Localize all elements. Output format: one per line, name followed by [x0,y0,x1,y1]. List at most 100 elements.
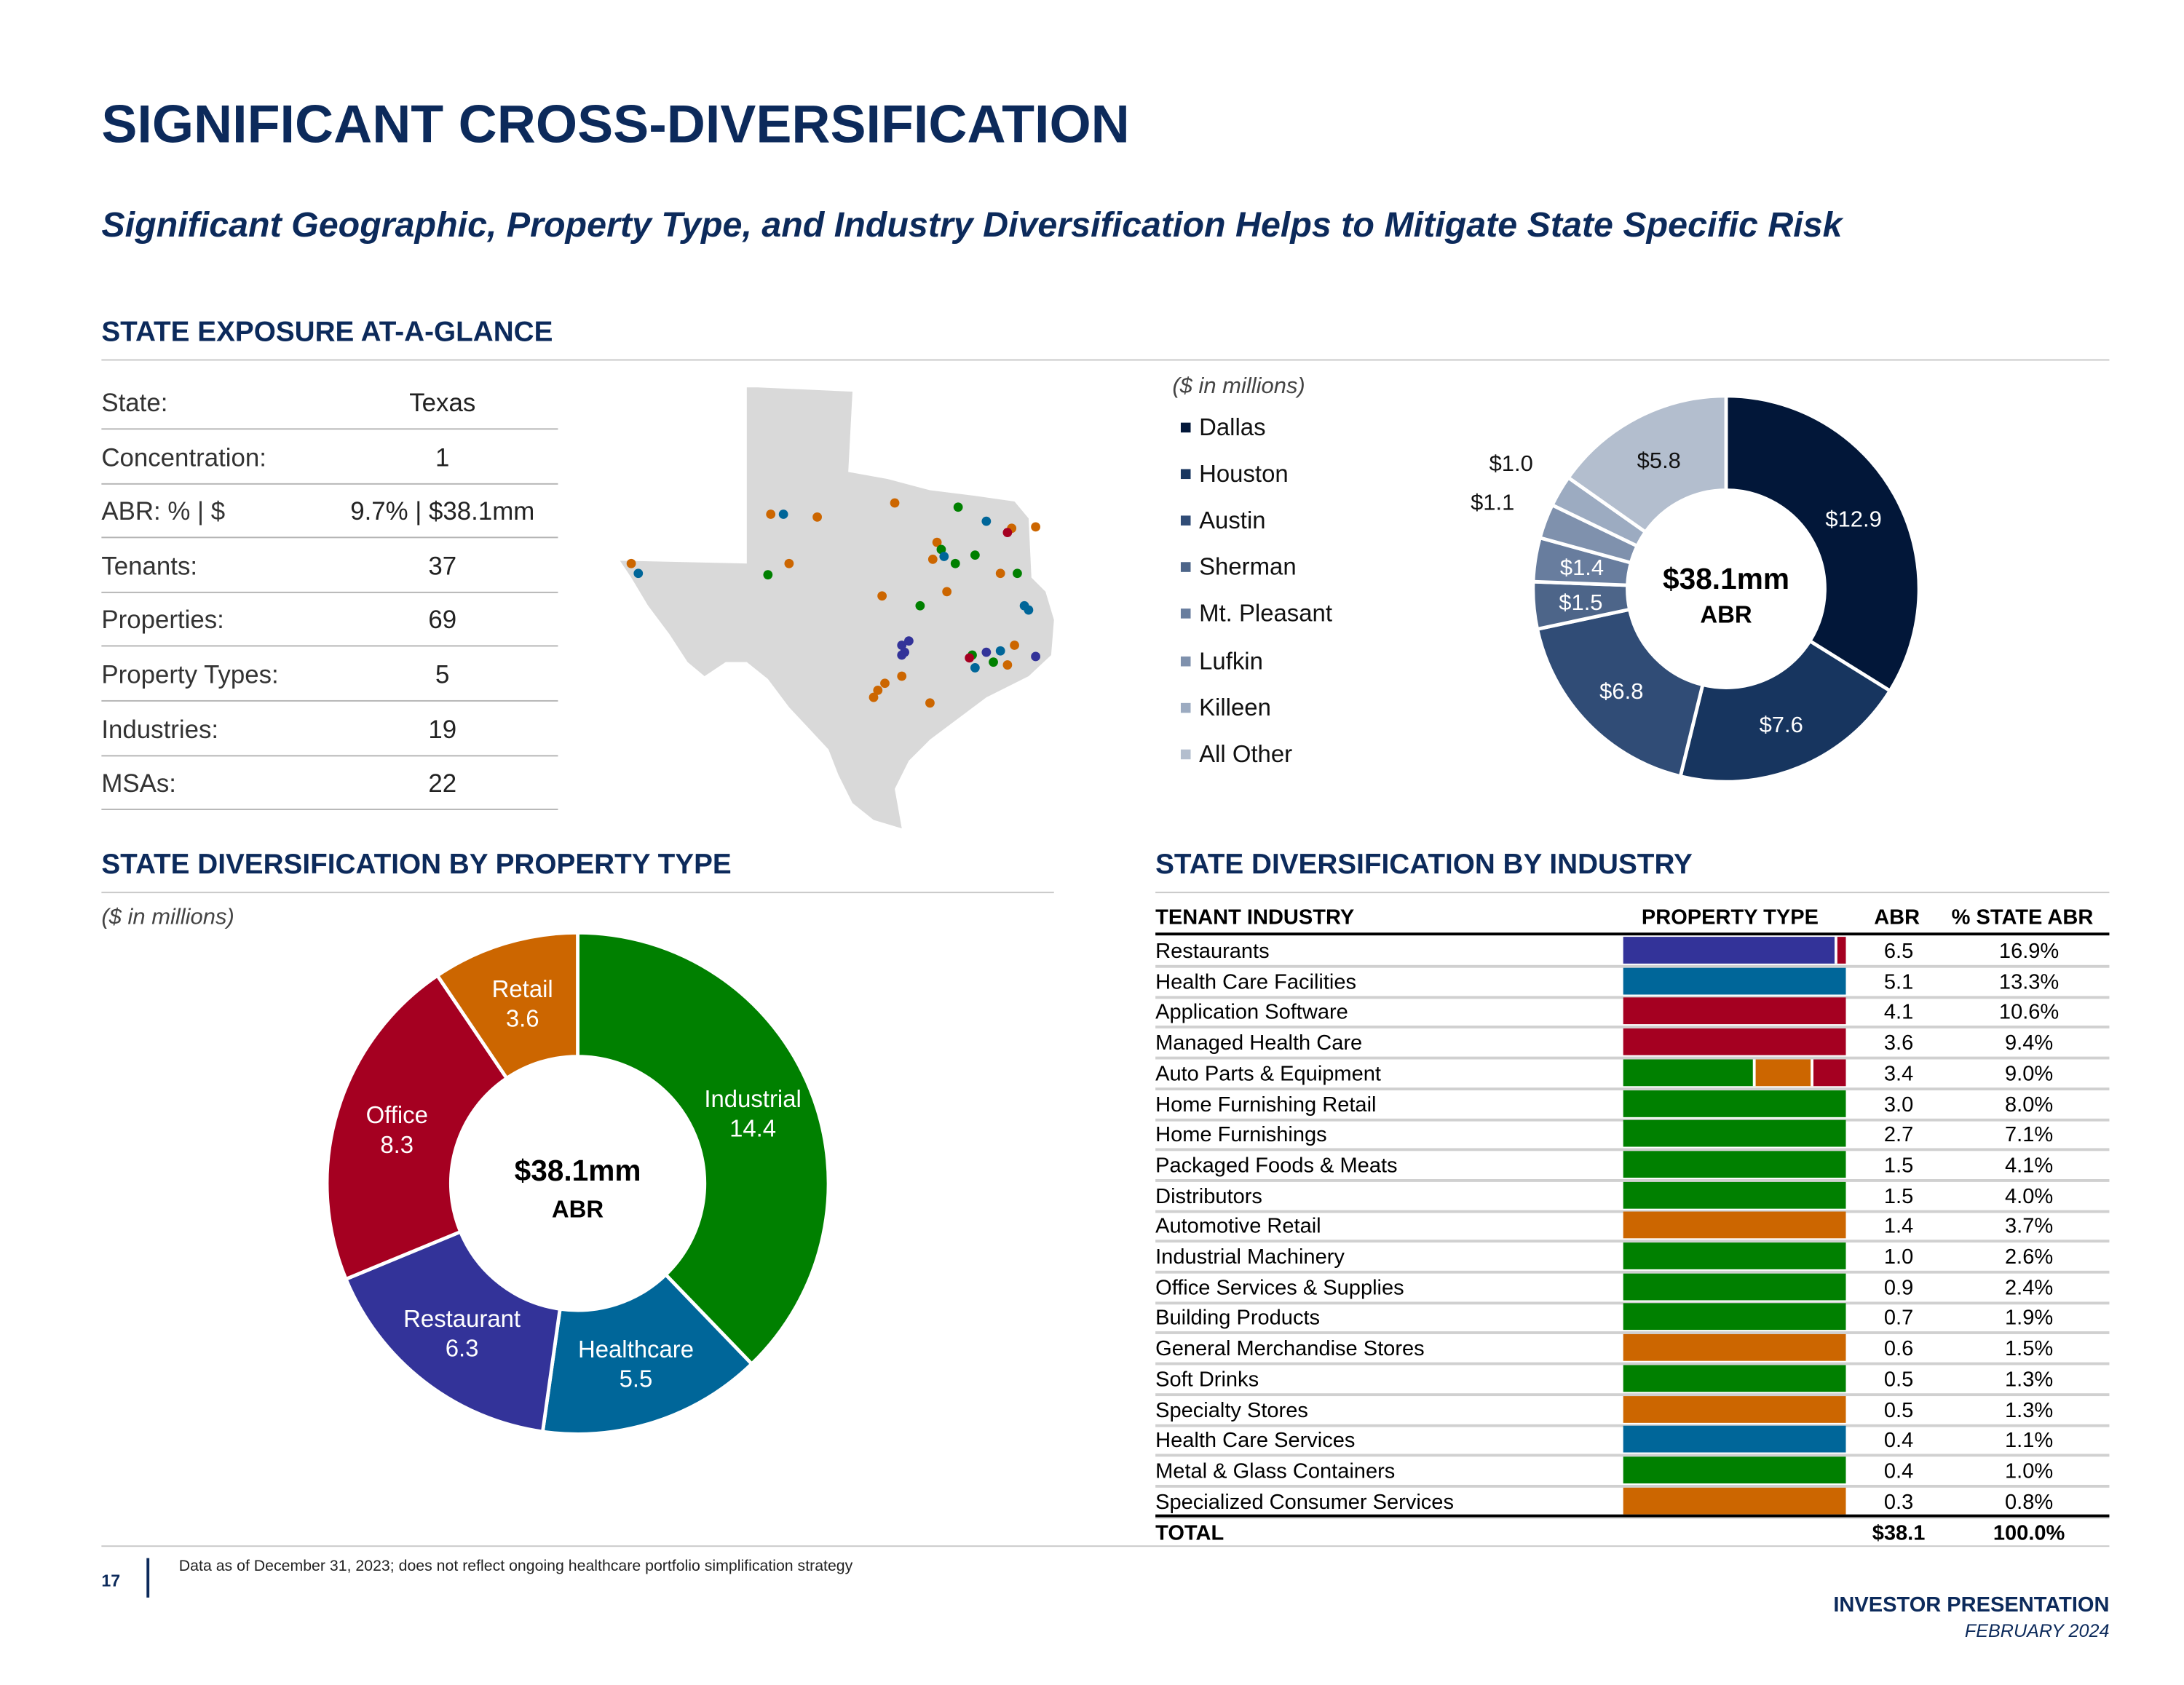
property-marker [995,646,1005,656]
industry-pct: 3.7% [2005,1214,2054,1239]
exposure-value: 22 [428,769,457,798]
slice-all-other [1565,394,1728,535]
industry-row: General Merchandise Stores 0.6 1.5% [1155,1333,2110,1365]
property-marker [880,678,890,689]
industry-pct: 8.0% [2005,1092,2054,1117]
slice-value-label: $1.4 [1560,555,1604,580]
total-label: TOTAL [1155,1521,1224,1546]
industry-row: Building Products 0.7 1.9% [1155,1302,2110,1335]
property-type-bar [1623,998,1846,1025]
bar-segment-industrial [1623,1456,1846,1483]
industry-name: Distributors [1155,1184,1262,1208]
slice-industrial [576,930,831,1367]
industry-abr: 0.5 [1883,1397,1914,1422]
exposure-heading: STATE EXPOSURE AT-A-GLANCE [101,317,553,349]
industry-row: Industrial Machinery 1.0 2.6% [1155,1241,2110,1274]
slice-value-label: $6.8 [1599,678,1643,704]
industry-row: Restaurants 6.5 16.9% [1155,935,2110,968]
property-type-bar [1623,1212,1846,1239]
property-marker [897,650,907,660]
industry-pct: 1.0% [2005,1459,2054,1483]
industry-pct: 9.0% [2005,1061,2054,1086]
bar-segment-retail [1623,1212,1846,1239]
property-type-bar [1623,1059,1846,1086]
industry-row: Metal & Glass Containers 0.4 1.0% [1155,1455,2110,1488]
bar-segment-industrial [1623,1120,1846,1147]
industry-abr: 2.7 [1883,1122,1914,1147]
bar-segment-industrial [1623,1365,1846,1392]
col-industry: TENANT INDUSTRY [1155,905,1355,930]
legend-swatch [1180,515,1191,526]
center-sublabel: ABR [1700,600,1752,627]
exposure-value: Texas [409,389,476,417]
bar-segment-office [1813,1059,1846,1086]
property-type-bar [1623,1334,1846,1361]
slice-value-label: $1.1 [1471,489,1514,515]
industry-row: Soft Drinks 0.5 1.3% [1155,1363,2110,1396]
legend-swatch [1180,422,1191,433]
exposure-label: Concentration: [101,443,266,472]
industry-pct: 16.9% [1998,939,2060,964]
slice-value-label: 8.3 [380,1131,414,1158]
property-marker [970,550,980,560]
bar-segment-healthcare [1623,967,1846,994]
legend-item: Austin [1180,507,1266,536]
city-chart-note: ($ in millions) [1172,374,1305,399]
legend-label: Sherman [1199,554,1297,582]
bar-segment-office [1623,998,1846,1025]
property-type-bar [1623,1456,1846,1483]
exposure-value: 69 [428,606,457,635]
center-sublabel: ABR [552,1195,604,1222]
property-marker [1024,605,1034,615]
industry-pct: 1.5% [2005,1336,2054,1361]
industry-pct: 1.3% [2005,1367,2054,1392]
industry-name: Metal & Glass Containers [1155,1459,1396,1483]
industry-table-header: TENANT INDUSTRY PROPERTY TYPE ABR % STAT… [1155,905,2110,936]
industry-name: Industrial Machinery [1155,1245,1345,1269]
property-marker [1010,641,1019,650]
legend-swatch [1180,608,1191,619]
industry-name: Health Care Facilities [1155,970,1357,994]
property-marker [925,698,935,708]
industry-name: Home Furnishing Retail [1155,1092,1377,1117]
property-marker [890,498,900,508]
property-marker [766,510,776,519]
slice-office [325,972,510,1282]
exposure-value: 5 [435,660,450,689]
slice-value-label: 14.4 [729,1115,776,1142]
industry-heading: STATE DIVERSIFICATION BY INDUSTRY [1155,849,1693,881]
bar-segment-industrial [1623,1181,1846,1208]
slice-category-label: Industrial [704,1085,801,1112]
industry-abr: 3.6 [1883,1031,1914,1055]
property-marker [936,544,946,555]
property-marker [965,653,975,663]
industry-abr: 6.5 [1883,939,1914,964]
industry-row: Packaged Foods & Meats 1.5 4.1% [1155,1149,2110,1182]
property-marker [981,516,992,526]
bar-segment-retail [1756,1059,1813,1086]
property-type-bar [1623,1242,1846,1269]
property-marker [927,555,938,564]
property-marker [1002,660,1013,670]
industry-pct: 0.8% [2005,1489,2054,1514]
industry-abr: 3.0 [1883,1092,1914,1117]
property-marker [897,671,907,681]
bar-segment-industrial [1623,1090,1846,1117]
exposure-label: State: [101,389,168,417]
exposure-row: Tenants: 37 [101,538,558,593]
slice-category-label: Office [366,1101,428,1128]
property-marker [995,568,1005,579]
footer-bar [146,1558,150,1598]
total-row: TOTAL $38.1 100.0% [1155,1514,2110,1546]
industry-pct: 4.0% [2005,1184,2054,1208]
bar-segment-office [1623,1028,1846,1055]
slice-category-label: Healthcare [578,1336,694,1363]
legend-label: Houston [1199,461,1289,488]
col-pct: % STATE ABR [1951,905,2094,930]
legend-item: All Other [1180,740,1292,769]
industry-name: Health Care Services [1155,1428,1356,1453]
slice-retail [435,930,579,1081]
property-marker [970,663,980,673]
industry-abr: 0.4 [1883,1428,1914,1453]
